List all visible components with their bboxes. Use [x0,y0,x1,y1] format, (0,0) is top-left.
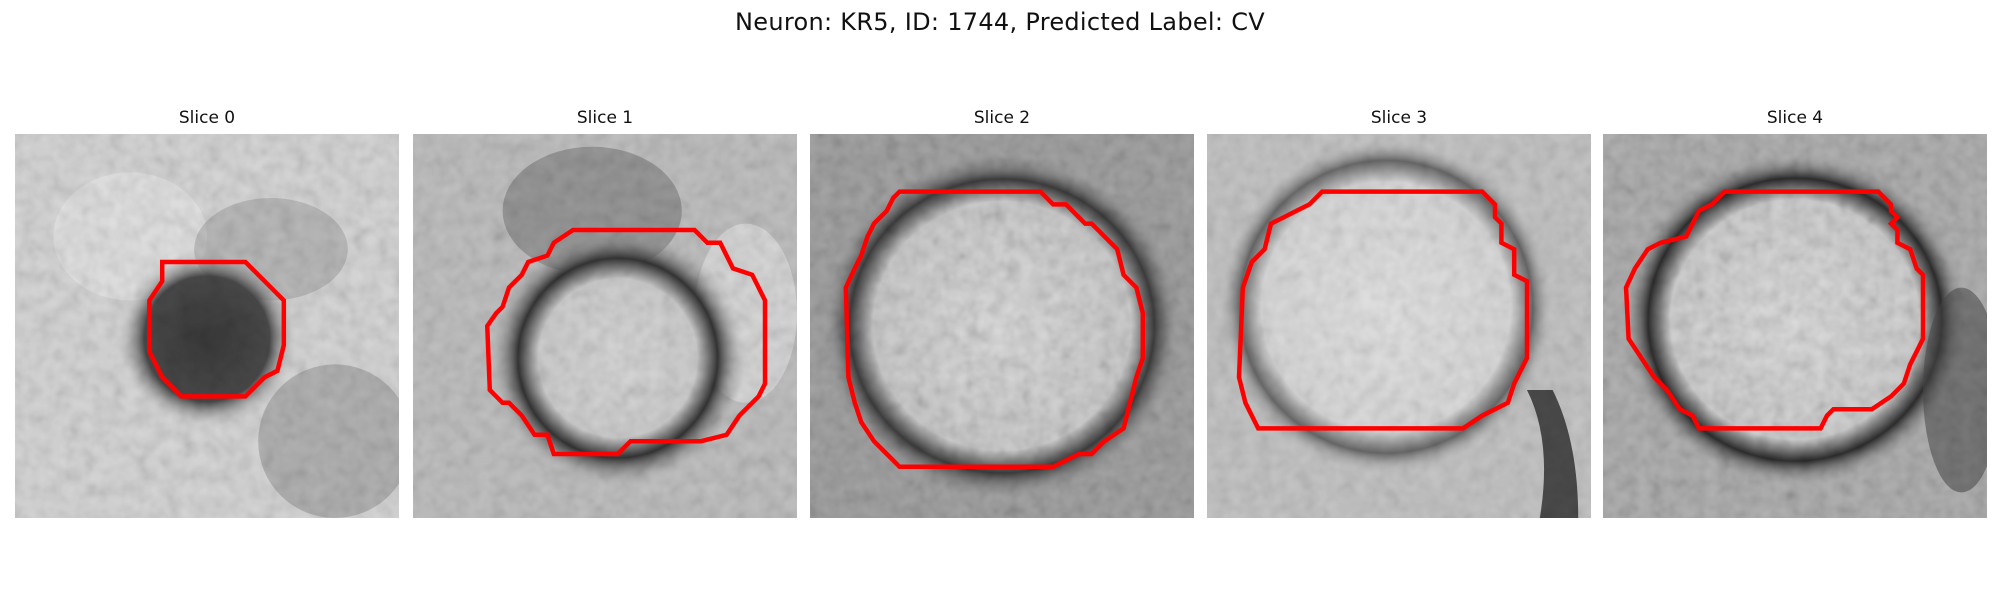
contour-0 [147,259,287,399]
slice-panel-0: Slice 0 [15,108,399,518]
slice-image-4 [1603,134,1987,518]
slice-title-1: Slice 1 [576,108,634,128]
slice-title-3: Slice 3 [1370,108,1428,128]
slice-title-0: Slice 0 [178,108,236,128]
slice-panel-3: Slice 3 [1207,108,1591,518]
slice-image-3 [1207,134,1591,518]
slice-title-4: Slice 4 [1766,108,1824,128]
contour-3 [1236,189,1530,431]
contour-1 [484,227,768,457]
slice-image-0 [15,134,399,518]
figure-title: Neuron: KR5, ID: 1744, Predicted Label: … [735,8,1265,36]
contour-2 [843,189,1146,470]
slice-panel-2: Slice 2 [810,108,1194,518]
slice-image-1 [413,134,797,518]
contour-4 [1623,189,1926,431]
slice-image-2 [810,134,1194,518]
slice-panel-1: Slice 1 [413,108,797,518]
slice-title-2: Slice 2 [973,108,1031,128]
slice-panel-4: Slice 4 [1603,108,1987,518]
